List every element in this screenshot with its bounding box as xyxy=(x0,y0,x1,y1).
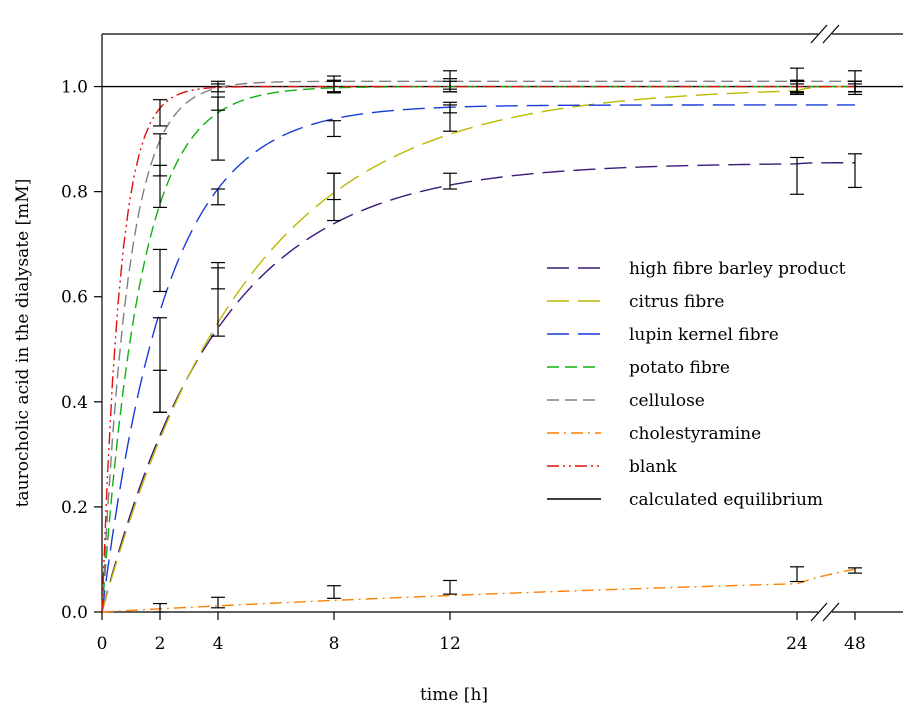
y-tick-label: 0.0 xyxy=(61,603,88,623)
y-tick-label: 0.6 xyxy=(61,288,88,308)
series-line xyxy=(102,105,855,612)
error-bar xyxy=(443,580,457,594)
error-bar xyxy=(211,189,225,205)
series-curves xyxy=(102,81,903,612)
error-bar xyxy=(153,100,167,126)
legend-item: cholestyramine xyxy=(547,424,761,444)
error-bar xyxy=(848,154,862,188)
error-bar xyxy=(790,567,804,582)
y-tick-label: 1.0 xyxy=(61,78,88,98)
legend-item: calculated equilibrium xyxy=(547,490,823,510)
legend-label: cellulose xyxy=(629,391,705,411)
legend-label: cholestyramine xyxy=(629,424,761,444)
series-line xyxy=(102,87,855,612)
y-axis: 0.0 0.2 0.4 0.6 0.8 1.0 xyxy=(61,78,102,623)
legend-item: potato fibre xyxy=(547,358,730,378)
legend-label: citrus fibre xyxy=(629,292,724,312)
x-axis: 0 2 4 8 12 24 48 xyxy=(97,612,866,654)
series-line xyxy=(102,87,855,612)
error-bar xyxy=(327,121,341,137)
error-bar xyxy=(153,249,167,291)
x-axis-title: time [h] xyxy=(420,685,488,705)
series-line xyxy=(102,163,855,612)
error-bar xyxy=(327,586,341,599)
error-bar xyxy=(153,604,167,612)
legend-label: blank xyxy=(629,457,677,477)
error-bar xyxy=(443,173,457,189)
x-tick-label: 12 xyxy=(439,634,461,654)
x-tick-label: 2 xyxy=(155,634,166,654)
series-line xyxy=(102,81,855,612)
legend-label: potato fibre xyxy=(629,358,730,378)
series-line xyxy=(102,569,855,612)
legend-label: calculated equilibrium xyxy=(629,490,823,510)
legend: high fibre barley product citrus fibre lup… xyxy=(547,259,846,510)
y-axis-title: taurocholic acid in the dialysate [mM] xyxy=(13,179,33,508)
error-bar xyxy=(153,318,167,413)
legend-label: lupin kernel fibre xyxy=(629,325,779,345)
x-tick-label: 48 xyxy=(844,634,866,654)
x-tick-label: 24 xyxy=(786,634,808,654)
y-tick-label: 0.2 xyxy=(61,498,88,518)
legend-item: blank xyxy=(547,457,677,477)
x-tick-label: 0 xyxy=(97,634,108,654)
legend-item: cellulose xyxy=(547,391,705,411)
x-tick-label: 4 xyxy=(213,634,224,654)
x-tick-label: 8 xyxy=(329,634,340,654)
error-bar xyxy=(211,263,225,289)
error-bar xyxy=(153,134,167,176)
legend-label: high fibre barley product xyxy=(629,259,846,279)
legend-item: high fibre barley product xyxy=(547,259,846,279)
series-line xyxy=(102,87,855,612)
y-tick-label: 0.8 xyxy=(61,183,88,203)
y-tick-label: 0.4 xyxy=(61,393,88,413)
legend-item: citrus fibre xyxy=(547,292,724,312)
legend-item: lupin kernel fibre xyxy=(547,325,779,345)
